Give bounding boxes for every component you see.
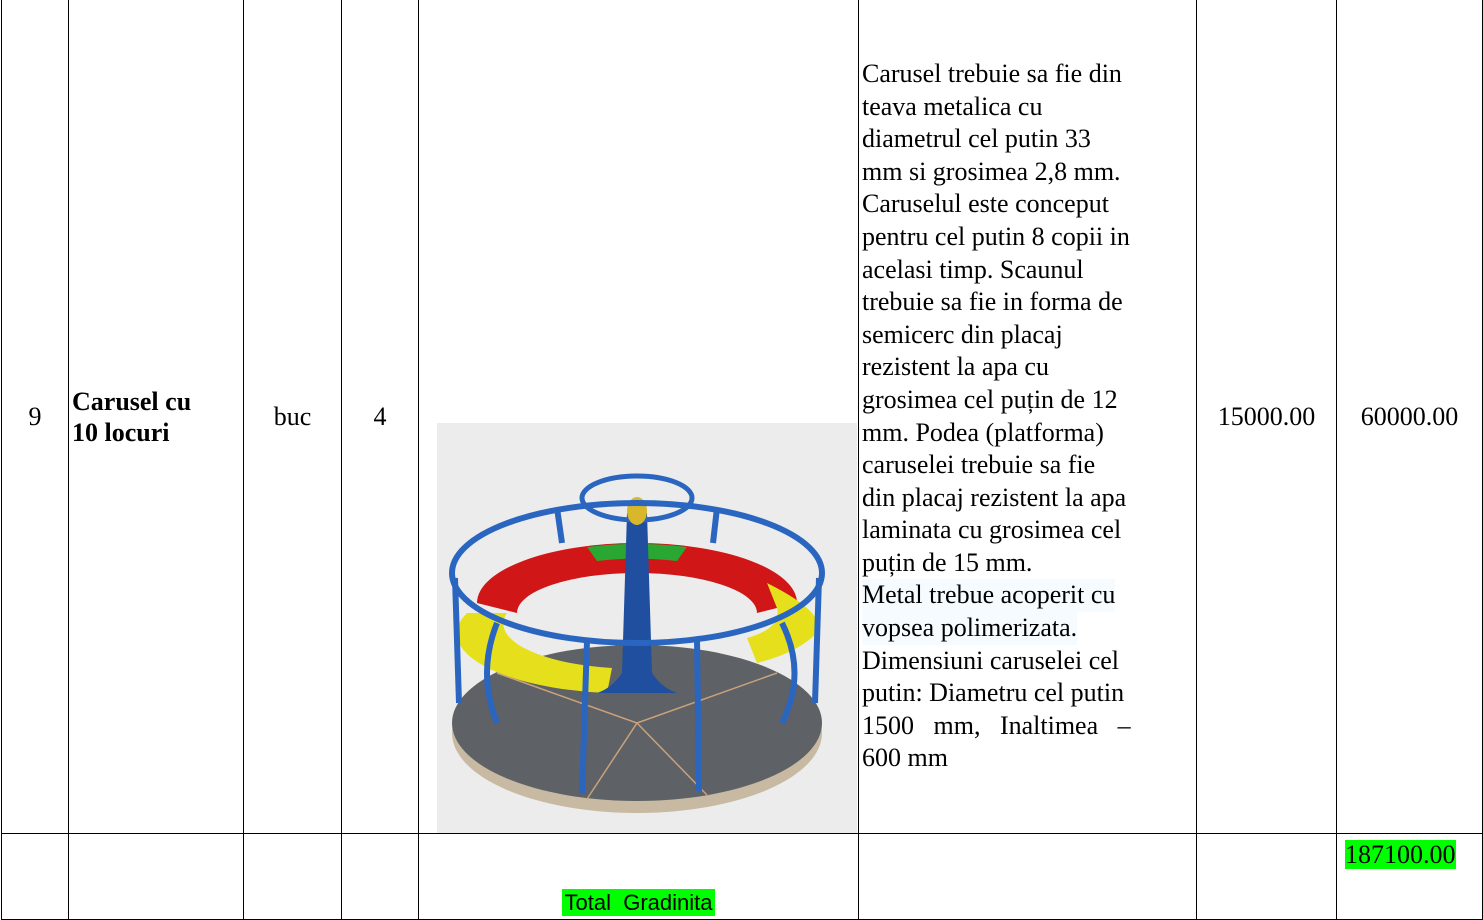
empty-cell — [341, 833, 419, 920]
description-line: Metal trebue acoperit cu — [862, 579, 1193, 613]
description-line: puțin de 15 mm. — [862, 547, 1033, 577]
description-text: vopsea polimerizata. — [862, 612, 1078, 645]
description-line: mm. Podea (platforma) — [862, 417, 1104, 447]
description-line: Carusel trebuie sa fie din — [862, 58, 1122, 88]
unit: buc — [243, 0, 342, 834]
name-line: Carusel cu — [72, 386, 192, 416]
description-line: din placaj rezistent la apa — [862, 482, 1127, 512]
name-line: 10 locuri — [72, 417, 170, 447]
footer-row: Total Gradinita 187100.00 — [1, 833, 1483, 920]
empty-cell — [68, 833, 244, 920]
description-line: 600 mm — [862, 743, 948, 773]
product-name: Carusel cu 10 locuri — [68, 0, 244, 834]
empty-cell — [243, 833, 342, 920]
unit-price: 15000.00 — [1196, 0, 1337, 834]
description-line: 1500 mm, Inaltimea – — [862, 710, 1131, 740]
description-line: teava metalica cu — [862, 91, 1043, 121]
description-line: vopsea polimerizata. — [862, 612, 1193, 645]
description-line: diametrul cel putin 33 — [862, 124, 1091, 154]
description-text: Metal trebue acoperit cu — [862, 579, 1116, 613]
product-image — [437, 423, 857, 833]
description: Carusel trebuie sa fie din teava metalica… — [858, 0, 1197, 834]
footer-label: Total Gradinita — [561, 889, 716, 916]
footer-total-cell: 187100.00 — [1336, 833, 1483, 920]
description-line: putin: Diametru cel putin — [862, 678, 1125, 708]
description-line: mm si grosimea 2,8 mm. — [862, 156, 1121, 186]
empty-cell — [858, 833, 1197, 920]
number: 9 — [1, 0, 69, 834]
description-line: Caruselul este conceput — [862, 189, 1109, 219]
description-line: caruselei trebuie sa fie — [862, 450, 1096, 480]
footer-label-cell: Total Gradinita — [418, 833, 859, 920]
item-row: 9 Carusel cu 10 locuri buc 4 — [1, 0, 1483, 834]
description-line: trebuie sa fie in forma de — [862, 287, 1123, 317]
empty-cell — [1196, 833, 1337, 920]
quantity: 4 — [341, 0, 419, 834]
description-line: Dimensiuni caruselei cel — [862, 645, 1120, 675]
description-line: laminata cu grosimea cel — [862, 515, 1122, 545]
description-line: pentru cel putin 8 copii in — [862, 221, 1130, 251]
description-line: acelasi timp. Scaunul — [862, 254, 1084, 284]
image-cell — [418, 0, 859, 834]
description-line: semicerc din placaj — [862, 319, 1063, 349]
grand-total: 187100.00 — [1345, 840, 1456, 869]
empty-cell — [1, 833, 69, 920]
line-total: 60000.00 — [1336, 0, 1483, 834]
description-line: rezistent la apa cu — [862, 352, 1049, 382]
description-line: grosimea cel puțin de 12 — [862, 384, 1118, 414]
